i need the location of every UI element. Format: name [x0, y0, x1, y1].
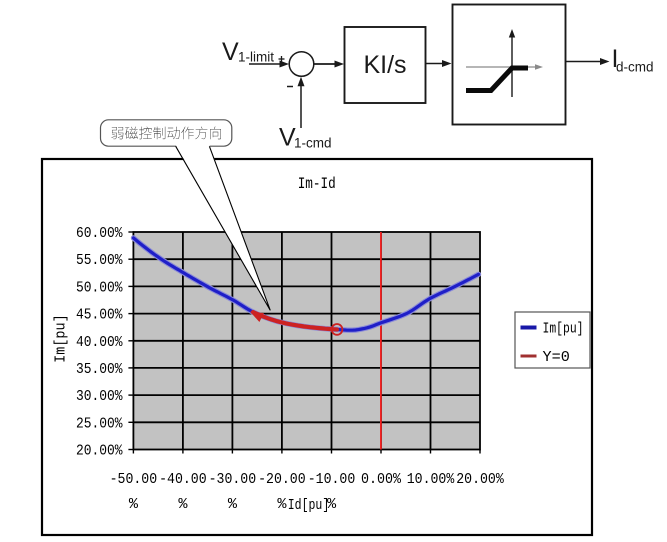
svg-text:-20.00: -20.00	[258, 470, 306, 488]
svg-text:V: V	[279, 124, 296, 152]
svg-text:KI/s: KI/s	[363, 51, 406, 79]
svg-text:1-limit: 1-limit	[238, 50, 274, 65]
svg-text:%: %	[228, 495, 238, 513]
svg-text:-10.00: -10.00	[308, 470, 356, 488]
svg-text:20.00%: 20.00%	[76, 442, 123, 460]
svg-text:25.00%: 25.00%	[76, 414, 123, 432]
svg-text:-40.00: -40.00	[159, 470, 207, 488]
svg-text:60.00%: 60.00%	[76, 224, 123, 242]
svg-text:Im[pu]: Im[pu]	[543, 320, 584, 338]
svg-text:Y=0: Y=0	[543, 348, 570, 366]
svg-text:-50.00: -50.00	[110, 470, 158, 488]
svg-text:45.00%: 45.00%	[76, 306, 123, 324]
svg-text:55.00%: 55.00%	[76, 251, 123, 269]
svg-text:Im[pu]: Im[pu]	[52, 314, 70, 363]
svg-text:%: %	[129, 495, 139, 513]
svg-text:0.00%: 0.00%	[361, 470, 402, 488]
svg-text:-30.00: -30.00	[209, 470, 257, 488]
svg-text:35.00%: 35.00%	[76, 360, 123, 378]
svg-text:Im-Id: Im-Id	[298, 175, 336, 193]
svg-text:20.00%: 20.00%	[456, 470, 504, 488]
svg-text:%: %	[327, 495, 337, 513]
svg-text:%: %	[277, 495, 287, 513]
svg-text:50.00%: 50.00%	[76, 278, 123, 296]
svg-text:d-cmd: d-cmd	[616, 60, 654, 75]
svg-text:1-cmd: 1-cmd	[294, 136, 332, 151]
svg-text:I: I	[612, 45, 619, 73]
svg-text:V: V	[222, 38, 239, 66]
svg-text:10.00%: 10.00%	[407, 470, 455, 488]
svg-text:40.00%: 40.00%	[76, 333, 123, 351]
svg-text:%: %	[178, 495, 188, 513]
svg-text:30.00%: 30.00%	[76, 387, 123, 405]
svg-text:Id[pu]: Id[pu]	[288, 496, 330, 514]
